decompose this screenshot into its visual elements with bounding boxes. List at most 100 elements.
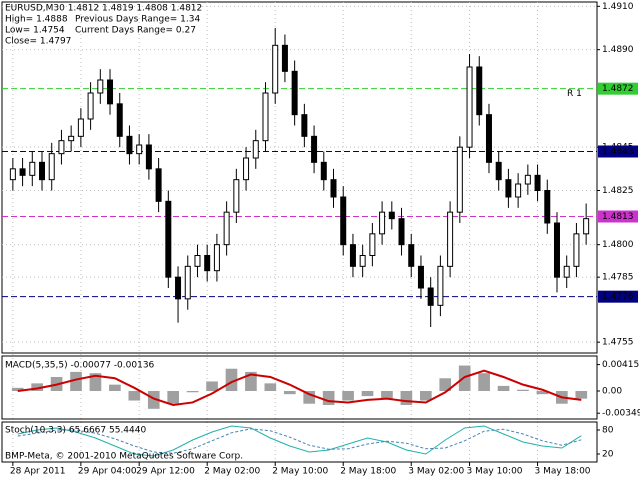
macd-bar <box>167 391 180 404</box>
candle-body <box>213 244 220 272</box>
candle-body <box>165 200 172 278</box>
signal-line <box>17 369 582 407</box>
candle-body <box>330 179 337 198</box>
candle-body <box>87 92 94 120</box>
candle-body <box>524 174 531 185</box>
candle-body <box>427 287 434 306</box>
y-tick-label: 1.4825 <box>602 186 634 196</box>
macd-bar <box>147 391 160 409</box>
y-tick-label: 1.4785 <box>602 273 634 283</box>
candle-body <box>155 168 162 202</box>
candle-body <box>233 179 240 213</box>
level-label: 1.4872 <box>602 84 634 94</box>
macd-bar <box>128 391 141 401</box>
indicator-title: MACD(5,35,5) -0.00077 -0.00136 <box>5 361 155 371</box>
candle-body <box>320 161 327 181</box>
y-tick-label: -0.00349 <box>602 409 640 419</box>
ohlc-info: High= 1.4888 <box>5 15 68 25</box>
x-tick-label: 2 May 18:00 <box>340 467 396 477</box>
macd-bar <box>283 391 296 395</box>
range-info: Current Days Range= 0.27 <box>75 26 196 36</box>
macd-bar <box>11 387 24 391</box>
panel-frame <box>1 355 598 420</box>
candle-body <box>262 92 269 142</box>
y-tick-label: 80 <box>602 426 614 436</box>
candle-body <box>388 211 395 220</box>
y-tick-label: 0.00 <box>602 387 622 397</box>
candle-body <box>359 255 366 267</box>
candle-body <box>495 161 502 181</box>
candle-body <box>272 44 279 94</box>
candle-body <box>145 144 152 170</box>
macd-bar <box>206 381 218 391</box>
candle-body <box>204 255 211 272</box>
candle-body <box>126 135 133 155</box>
candle-body <box>311 135 318 163</box>
macd-bar <box>31 383 43 391</box>
macd-bar <box>70 371 82 391</box>
macd-bar <box>322 391 335 405</box>
candle-body <box>301 114 308 137</box>
y-tick-label: 20 <box>602 450 614 460</box>
y-tick-label: 1.4800 <box>602 240 634 250</box>
level-annotation: R 1 <box>567 89 582 99</box>
macd-bar <box>361 391 374 397</box>
y-tick-label: 1.4890 <box>602 45 634 55</box>
level-label: 1.4813 <box>602 212 634 222</box>
macd-bar <box>478 373 490 391</box>
panel-frame <box>1 1 598 354</box>
candle-body <box>136 144 143 155</box>
candle-body <box>48 153 55 181</box>
candle-body <box>563 265 570 278</box>
x-tick-label: 29 Apr 12:00 <box>136 467 195 477</box>
macd-bar <box>245 371 257 391</box>
candle-body <box>398 218 405 246</box>
y-tick-label: 0.00415 <box>602 360 639 370</box>
chart-title: EURUSD,M30 1.4812 1.4819 1.4808 1.4812 <box>5 4 202 14</box>
indicator-title: Stoch(10,3,3) 65.6667 55.4440 <box>5 426 146 436</box>
level-label: 1.4843 <box>602 147 634 157</box>
ohlc-info: Low= 1.4754 <box>5 26 65 36</box>
macd-bar <box>109 384 121 391</box>
x-tick-label: 3 May 10:00 <box>467 467 523 477</box>
candle-body <box>437 265 444 306</box>
candle-body <box>456 146 463 213</box>
x-tick-label: 28 Apr 2011 <box>10 467 66 477</box>
candle-body <box>466 66 473 148</box>
macd-bar <box>225 368 238 391</box>
x-tick-label: 3 May 18:00 <box>535 467 591 477</box>
candle-body <box>515 183 522 198</box>
macd-bar <box>536 391 549 395</box>
y-tick-label: 1.4910 <box>602 2 634 12</box>
candle-body <box>534 174 541 191</box>
range-info: Previous Days Range= 1.34 <box>75 15 200 25</box>
candle-body <box>408 244 415 267</box>
candle-body <box>583 218 590 235</box>
x-tick-label: 2 May 10:00 <box>272 467 328 477</box>
candle-body <box>544 190 551 224</box>
level-label-box <box>598 82 638 95</box>
candle-body <box>476 66 483 116</box>
panel-frame <box>1 421 598 463</box>
candle-body <box>243 157 250 181</box>
stoch-line <box>17 428 582 454</box>
macd-bar <box>342 391 354 401</box>
candle-body <box>281 44 288 72</box>
candle-body <box>175 276 182 300</box>
copyright: BMP-Meta, © 2001-2010 MetaQuotes Softwar… <box>5 452 243 462</box>
macd-bar <box>439 378 452 391</box>
macd-bar <box>264 383 277 391</box>
x-tick-label: 29 Apr 04:00 <box>78 467 137 477</box>
candle-body <box>252 140 259 159</box>
candle-body <box>9 168 16 181</box>
macd-bar <box>89 373 102 391</box>
candle-body <box>291 70 298 116</box>
candle-body <box>68 135 75 142</box>
candle-body <box>107 79 114 105</box>
candle-body <box>573 233 580 267</box>
candle-body <box>19 168 26 176</box>
candle-body <box>223 211 230 246</box>
macd-bar <box>497 385 510 391</box>
